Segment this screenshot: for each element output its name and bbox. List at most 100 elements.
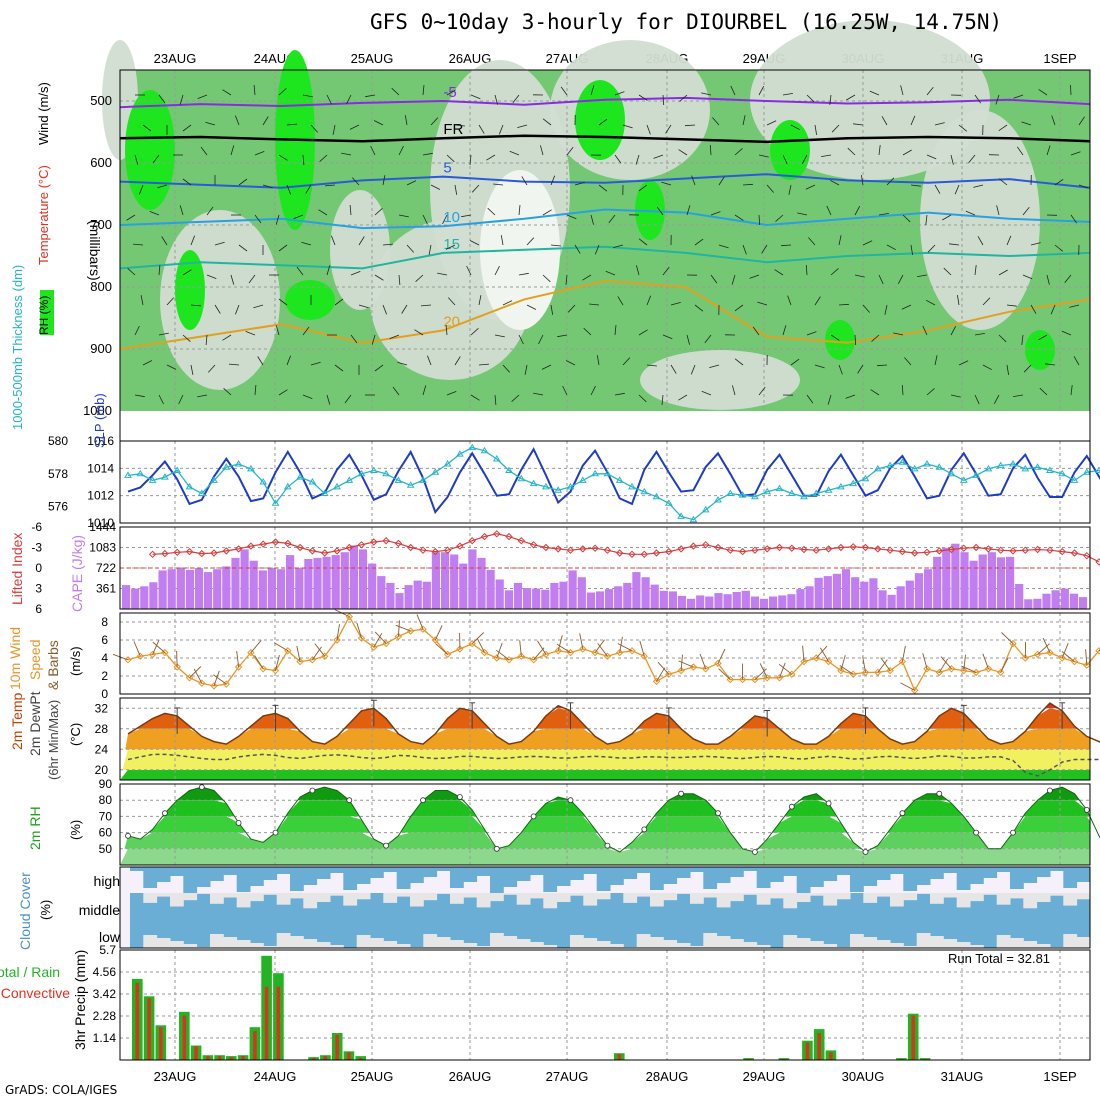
cape-bar-52 [596, 591, 604, 609]
cloud-high-63 [970, 867, 984, 884]
cloud-high-62 [957, 867, 971, 890]
cloud-high-15 [330, 867, 344, 873]
cloud-mid-gap-61 [943, 893, 957, 898]
cape-bar-26 [359, 549, 367, 609]
cloud-low-gap-56 [877, 940, 891, 948]
wind-barb-46 [679, 661, 694, 667]
precip-conv-bar-0 [136, 983, 140, 1060]
cloud-low-gap-55 [863, 937, 877, 948]
cloud-mid-gap-58 [903, 893, 917, 900]
cape-bar-91 [951, 544, 959, 609]
cloud-mid-gap-68 [1037, 893, 1051, 902]
cape-bar-66 [724, 594, 732, 609]
cloud-high-7 [223, 867, 237, 875]
thick-ylabel: 1000-500mb Thickness (dm) [10, 265, 25, 430]
cloud-low-gap-11 [277, 933, 291, 948]
cloud-high-8 [237, 867, 251, 892]
rh-moist-region-8 [1025, 330, 1055, 370]
cloud-mid-gap-47 [757, 893, 771, 905]
cloud-low-gap-39 [650, 937, 664, 948]
cloud-mid-gap-5 [197, 893, 211, 894]
upper-ytick-1: 600 [90, 155, 112, 170]
cloud-high-32 [557, 867, 571, 886]
date-label-bottom-0: 23AUG [154, 1069, 197, 1084]
cloud-high-47 [757, 867, 771, 888]
cloud-low-gap-61 [943, 939, 957, 948]
rh-point-48 [716, 811, 721, 816]
cloud-low-gap-59 [917, 933, 931, 948]
cloud-mid-gap-62 [957, 893, 971, 907]
cape-bar-94 [979, 555, 987, 610]
cloud-high-54 [850, 867, 864, 892]
cloud-low-gap-71 [1077, 937, 1091, 948]
cloud-mid-gap-60 [930, 893, 944, 904]
rh-point-15 [310, 788, 315, 793]
cape-ytick-right-3: 1083 [89, 541, 116, 555]
cape-bar-104 [1070, 594, 1078, 609]
cloud-high-19 [383, 867, 397, 872]
cape-bar-8 [195, 568, 203, 609]
precip-conv-bar-5 [194, 1047, 198, 1061]
cape-bar-2 [140, 586, 148, 609]
rh-point-51 [752, 850, 757, 855]
cloud-mid-gap-38 [637, 893, 651, 897]
rh-point-75 [1047, 788, 1052, 793]
precip-conv-bar-18 [347, 1052, 351, 1060]
cloud-mid-gap-3 [170, 893, 184, 907]
cloud-high-42 [690, 867, 704, 872]
cape-bar-41 [496, 580, 504, 610]
cloud-mid-gap-31 [543, 893, 557, 908]
cloud-mid-gap-45 [730, 893, 744, 901]
cloud-low-gap-68 [1037, 944, 1051, 948]
cloud-high-53 [837, 867, 851, 875]
cloud-mid-gap-32 [557, 893, 571, 902]
cloud-mid-gap-42 [690, 893, 704, 904]
rh-point-33 [531, 814, 536, 819]
cloud-ylabel: Cloud Cover [17, 872, 33, 950]
rh-point-63 [900, 811, 905, 816]
cloud-low-gap-25 [463, 943, 477, 948]
cape-bar-46 [541, 590, 549, 609]
cloud-mid-gap-63 [970, 893, 984, 901]
cape-bar-55 [623, 583, 631, 609]
precip-conv-bar-1 [147, 998, 151, 1060]
side-label-rh: RH (%) [37, 296, 51, 335]
cloud-label-middle: middle [79, 902, 120, 918]
cloud-low-gap-29 [517, 939, 531, 948]
cloud-mid-gap-66 [1010, 893, 1024, 898]
cloud-mid-gap-70 [1063, 893, 1077, 906]
cape-bar-18 [286, 555, 294, 609]
date-label-top-9: 1SEP [1043, 51, 1076, 66]
cloud-low-gap-8 [237, 940, 251, 948]
cape-ytick-right-2: 722 [96, 561, 116, 575]
cloud-low-gap-22 [423, 934, 437, 948]
precip-conv-bar-11 [265, 987, 269, 1060]
cloud-high-38 [637, 867, 651, 873]
slp-ylabel: SLP (mb) [92, 393, 107, 448]
cloud-mid-gap-4 [183, 893, 197, 900]
precip-ytick-2: 2.28 [93, 1009, 117, 1023]
cape-bar-29 [386, 583, 394, 609]
cape-bar-96 [997, 557, 1005, 609]
cloud-mid-gap-14 [317, 893, 331, 902]
upper-ytick-4: 900 [90, 341, 112, 356]
cape-bar-105 [1079, 597, 1087, 609]
rh-point-36 [568, 798, 573, 803]
cape-ytick-right-1: 361 [96, 582, 116, 596]
cloud-low-gap-20 [397, 944, 411, 948]
cape-bar-15 [259, 570, 267, 609]
cape-bar-12 [231, 558, 239, 609]
cape-bar-73 [787, 594, 795, 609]
wind-barb-49 [719, 669, 731, 680]
rh-dry-region-7 [640, 350, 800, 410]
cloud-low-gap-43 [703, 933, 717, 948]
rh-point-24 [421, 798, 426, 803]
rh-dry-region-3 [550, 40, 710, 180]
chart-title: GFS 0~10day 3-hourly for DIOURBEL (16.25… [370, 10, 1002, 34]
cloud-high-36 [610, 867, 624, 885]
cloud-high-30 [530, 867, 544, 875]
wind-barb-60 [863, 657, 866, 673]
cape-bar-101 [1042, 594, 1050, 609]
cloud-mid-gap-39 [650, 893, 664, 907]
wind-barb-47 [700, 654, 706, 669]
